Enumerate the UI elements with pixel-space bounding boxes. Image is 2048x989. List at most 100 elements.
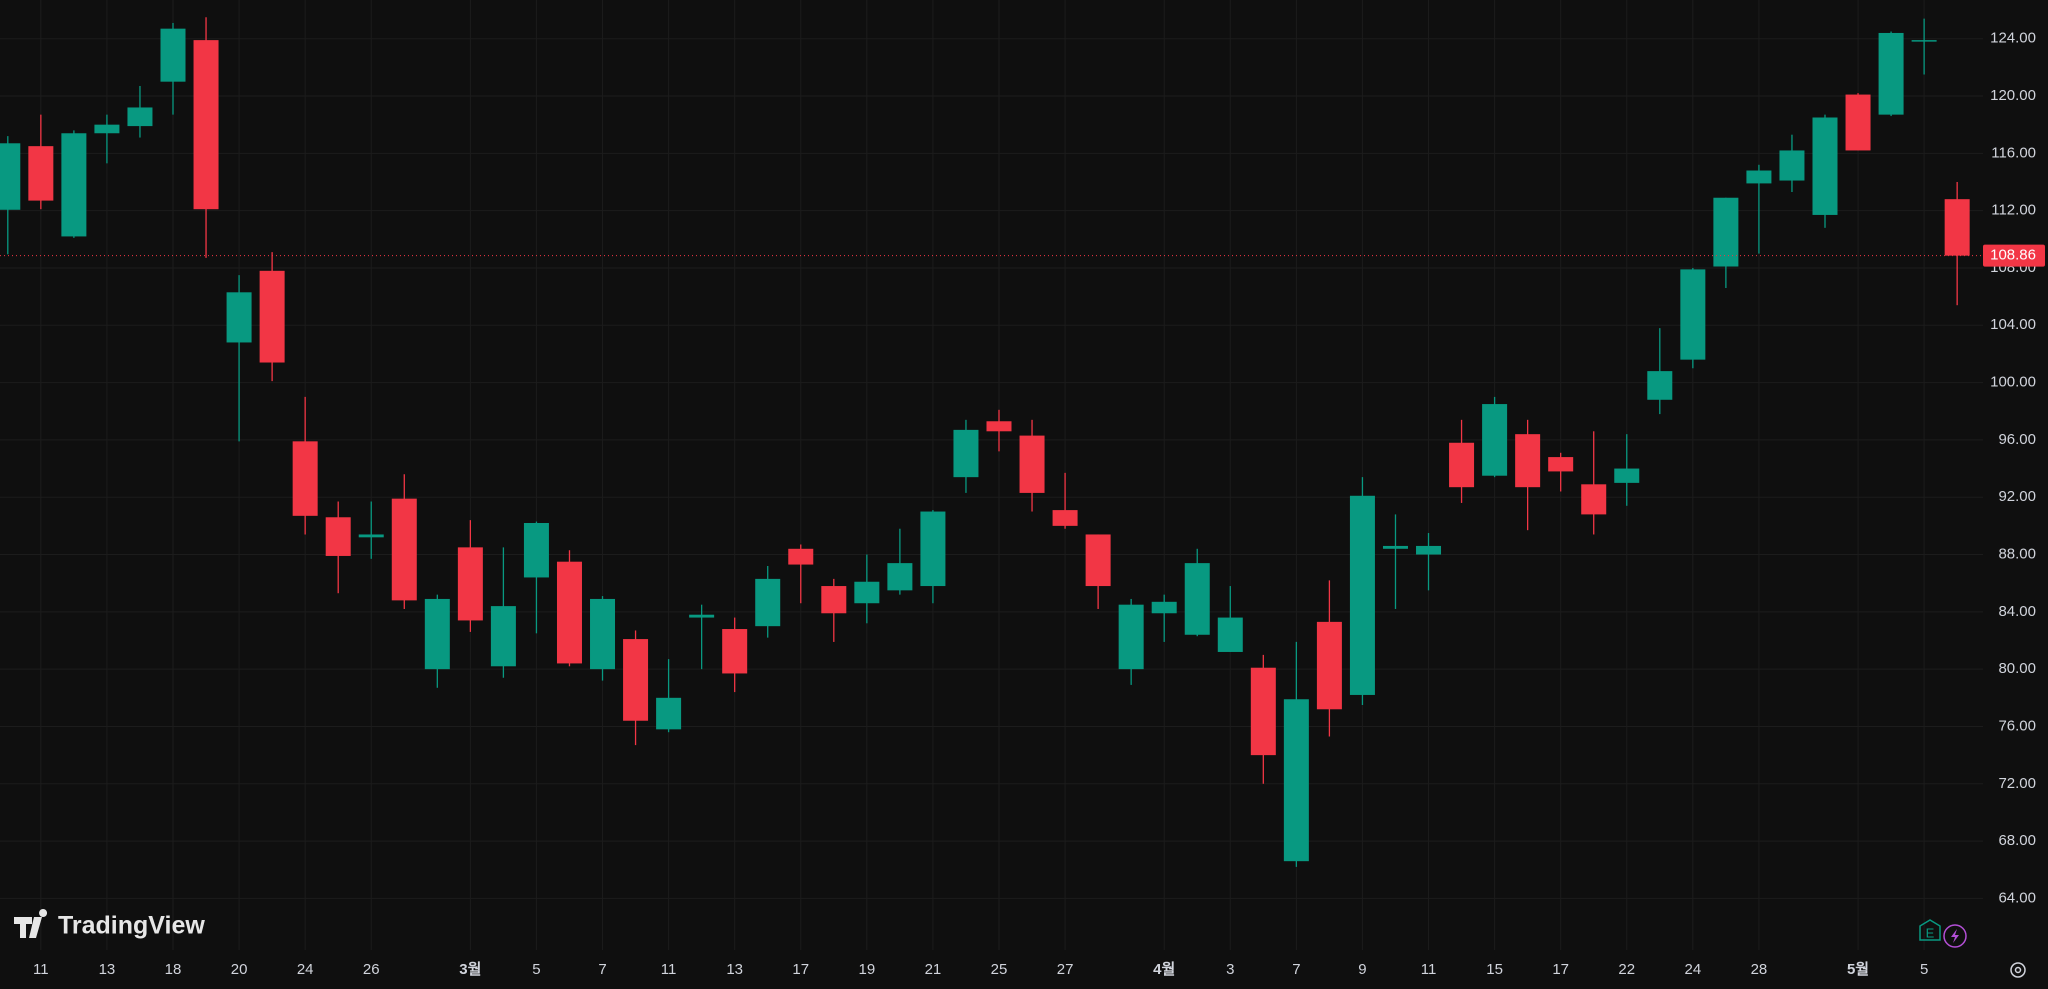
candle-body <box>1184 563 1210 635</box>
candle-body <box>1845 94 1871 151</box>
x-tick-label: 25 <box>991 961 1008 978</box>
candle-body <box>127 107 153 127</box>
x-tick-label: 28 <box>1751 961 1768 978</box>
earnings-badge <box>1919 919 1941 941</box>
candle-body <box>61 133 87 237</box>
x-tick-label: 5월 <box>1847 961 1869 978</box>
candle-body <box>1250 667 1276 756</box>
candle-body <box>953 429 979 478</box>
x-tick-label: 15 <box>1486 961 1503 978</box>
settings-gear <box>2010 962 2026 978</box>
x-tick-label: 24 <box>1684 961 1701 978</box>
x-tick-label: 27 <box>1057 961 1074 978</box>
candle-body <box>1052 510 1078 526</box>
last-price-badge <box>1983 244 2045 267</box>
overlay: 64.00 68.00 72.00 76.00 80.00 84.00 88.00 92.00… <box>0 30 2045 978</box>
y-tick-label: 120.00 <box>1990 87 2036 104</box>
x-tick-label: 9 <box>1358 961 1366 978</box>
x-tick-label: 17 <box>1552 961 1569 978</box>
candle-body <box>1548 457 1574 472</box>
y-tick-label: 116.00 <box>1991 144 2036 161</box>
x-tick-label: 7 <box>598 961 606 978</box>
candle-body <box>490 606 516 667</box>
x-tick-label: 20 <box>231 961 248 978</box>
x-tick-label: 24 <box>297 961 314 978</box>
x-tick-label: 7 <box>1292 961 1300 978</box>
candle-body <box>1349 495 1375 695</box>
candle-body <box>358 534 384 538</box>
candle-body <box>457 547 483 621</box>
x-tick-label: 18 <box>165 961 182 978</box>
y-tick-label: 112.00 <box>1991 202 2036 219</box>
x-tick-label: 11 <box>33 961 49 978</box>
candle-body <box>1911 40 1937 42</box>
candle-body <box>689 614 715 618</box>
candle-body <box>1812 117 1838 215</box>
candle-body <box>623 639 649 721</box>
candle-body <box>226 292 252 343</box>
y-tick-label: 68.00 <box>1998 832 2036 849</box>
candle-body <box>788 548 814 565</box>
candle-body <box>1416 545 1442 555</box>
earnings-icon[interactable]: E <box>1919 919 1941 941</box>
candle-body <box>1680 269 1706 360</box>
candle-body <box>920 511 946 587</box>
candle-body <box>424 598 450 670</box>
candle-body <box>325 517 351 556</box>
candle-body <box>722 629 748 674</box>
candle-body <box>1019 435 1045 493</box>
logo-text: TradingView <box>58 912 205 940</box>
candle-body <box>1482 404 1508 476</box>
settings-hub <box>2014 966 2022 974</box>
candle-body <box>193 40 219 210</box>
candle-body <box>1118 604 1144 670</box>
candle-body <box>1878 32 1904 115</box>
candle-body <box>1746 170 1772 184</box>
candle-body <box>523 523 549 578</box>
candle-body <box>854 581 880 604</box>
candle-body <box>94 124 120 134</box>
candle-body <box>986 421 1012 432</box>
flash-bolt <box>1951 929 1959 943</box>
candle-body <box>1382 545 1408 549</box>
candle-body <box>590 598 616 670</box>
candle-body <box>755 578 781 627</box>
y-tick-label: 88.00 <box>1998 545 2036 562</box>
y-tick-label: 104.00 <box>1990 316 2036 333</box>
y-tick-label: 72.00 <box>1998 775 2036 792</box>
x-tick-label: 19 <box>858 961 875 978</box>
candle-body <box>1151 601 1177 614</box>
x-tick-label: 4월 <box>1153 961 1175 978</box>
candle-body <box>1515 434 1541 488</box>
candle-body <box>0 143 21 210</box>
candle-body <box>1944 199 1970 256</box>
y-tick-label: 64.00 <box>1998 889 2036 906</box>
candle-body <box>160 28 186 82</box>
last-price-label: 108.86 <box>1990 247 2036 264</box>
candle-body <box>656 697 682 730</box>
y-tick-label: 76.00 <box>1998 717 2036 734</box>
y-tick-label: 124.00 <box>1990 30 2036 47</box>
y-tick-label: 100.00 <box>1990 374 2036 391</box>
x-tick-label: 17 <box>792 961 809 978</box>
y-tick-label: 84.00 <box>1998 603 2036 620</box>
x-tick-label: 13 <box>99 961 116 978</box>
candle-body <box>391 498 417 601</box>
x-tick-label: 5 <box>532 961 540 978</box>
candle-body <box>1449 442 1475 488</box>
earnings-letter: E <box>1926 925 1935 940</box>
logo-mark <box>14 909 48 938</box>
x-tick-label: 11 <box>1421 961 1437 978</box>
dividend-icon[interactable] <box>1943 924 1967 948</box>
x-tick-label: 3 <box>1226 961 1234 978</box>
candle-body <box>556 561 582 664</box>
candle-body <box>259 270 285 363</box>
flash-circle <box>1943 924 1967 948</box>
settings-button[interactable] <box>2010 962 2026 978</box>
candle-body <box>1713 197 1739 267</box>
x-tick-label: 11 <box>661 961 677 978</box>
candle-body <box>1085 534 1111 587</box>
x-tick-label: 21 <box>925 961 942 978</box>
